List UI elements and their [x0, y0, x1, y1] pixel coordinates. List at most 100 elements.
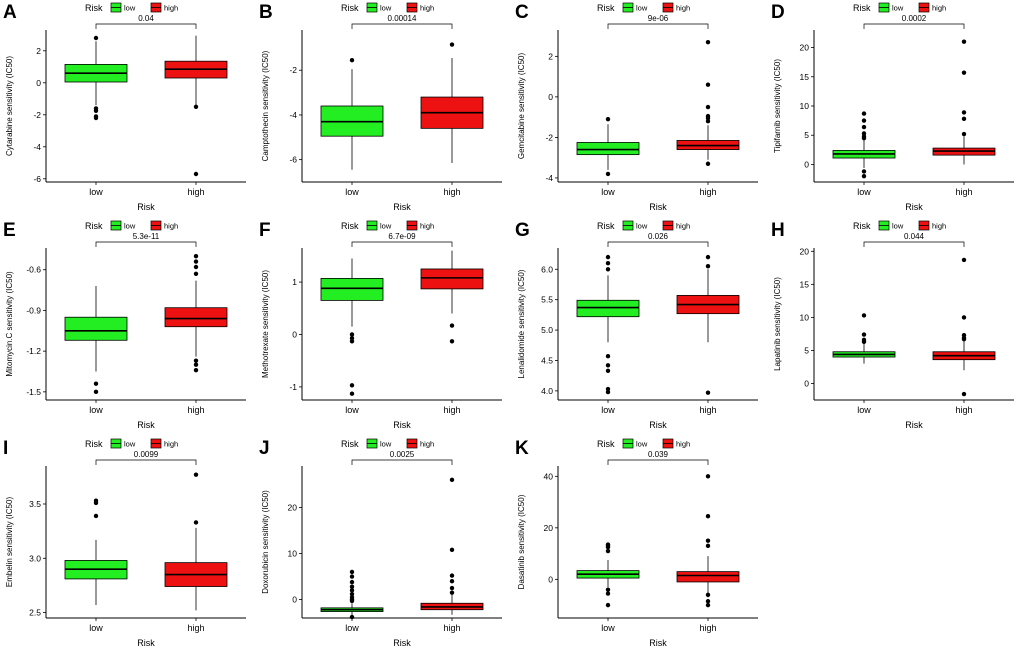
- box-low: [320, 258, 384, 396]
- outlier-point: [705, 592, 711, 598]
- outlier-point: [705, 115, 711, 121]
- legend-label-low: low: [892, 222, 904, 231]
- x-axis-label: Risk: [393, 638, 411, 648]
- y-axis-label: Lenalidomide sensitivity (IC50): [517, 269, 526, 378]
- outlier-point: [449, 477, 455, 483]
- box-iqr: [576, 142, 640, 156]
- y-tick-label: 0: [804, 159, 809, 169]
- panel-c: C Risk low high -4 -2 0 2 Gemcitabine sensitivit…: [515, 2, 758, 212]
- p-value: 0.0099: [134, 450, 159, 459]
- x-axis-label: Risk: [393, 202, 411, 212]
- legend: Risk low high: [853, 2, 946, 13]
- y-tick-label: -0.6: [26, 265, 41, 275]
- y-tick-label: -4: [33, 142, 41, 152]
- outlier-point: [961, 391, 967, 397]
- y-tick-label: 40: [544, 471, 554, 481]
- y-tick-label: 1: [292, 277, 297, 287]
- outlier-point: [193, 472, 199, 477]
- legend: Risk low high: [85, 2, 178, 13]
- panel-h: H Risk low high 0 5 10 15 20 Lapatinib sensitivit…: [771, 220, 1014, 430]
- x-axis-label: Risk: [137, 638, 155, 648]
- p-value: 5.3e-11: [133, 232, 160, 241]
- legend-label-low: low: [124, 222, 136, 231]
- outlier-point: [193, 520, 199, 525]
- outlier-point: [93, 35, 99, 41]
- y-axis-label: Tipifarnib sensitivity (IC50): [773, 59, 782, 153]
- outlier-point: [193, 259, 199, 264]
- outlier-point: [193, 171, 199, 177]
- significance-bracket: 6.7e-09: [351, 232, 453, 247]
- y-tick-label: 10: [800, 101, 810, 111]
- outlier-point: [605, 354, 611, 359]
- y-tick-label: -1: [289, 382, 297, 392]
- outlier-point: [605, 548, 611, 554]
- legend-label-high: high: [676, 440, 690, 449]
- y-tick-label: -1.5: [26, 387, 41, 397]
- bracket-line: [95, 241, 197, 247]
- legend-label-low: low: [124, 440, 136, 449]
- x-axis-label: Risk: [649, 420, 667, 430]
- x-tick-label-high: high: [699, 187, 716, 197]
- x-axis-label: Risk: [905, 202, 923, 212]
- panel-letter: F: [259, 220, 271, 241]
- panel-d: D Risk low high 0 5 10 15 20 Tipifarnib sensitivi…: [771, 2, 1014, 212]
- legend: Risk low high: [597, 220, 690, 231]
- y-axis-label: Dasatinib sensitivity (IC50): [517, 494, 526, 589]
- y-tick-label: 0: [548, 574, 553, 584]
- panel-g: G Risk low high 4.0 4.5 5.0 5.5 6.0 Lenalidomide …: [515, 220, 758, 430]
- box-low: [320, 569, 384, 620]
- y-tick-label: 5.0: [541, 325, 553, 335]
- y-tick-label: 0: [292, 595, 297, 605]
- legend-label-low: low: [636, 4, 648, 13]
- outlier-point: [705, 390, 711, 395]
- box-high: [420, 250, 484, 344]
- outlier-point: [349, 598, 355, 604]
- p-value: 0.00014: [388, 14, 417, 23]
- box-low: [832, 111, 896, 179]
- box-low: [832, 313, 896, 364]
- outlier-point: [449, 323, 455, 328]
- significance-bracket: 0.0002: [863, 14, 965, 29]
- significance-bracket: 0.00014: [351, 14, 453, 29]
- y-tick-label: 20: [544, 523, 554, 533]
- bracket-line: [863, 241, 965, 247]
- box-iqr: [320, 278, 384, 301]
- panel-letter: A: [3, 2, 17, 23]
- box-iqr: [576, 299, 640, 318]
- significance-bracket: 5.3e-11: [95, 232, 197, 247]
- box-high: [164, 35, 228, 177]
- outlier-point: [349, 591, 355, 597]
- x-tick-label-low: low: [601, 405, 615, 415]
- x-tick-label-high: high: [443, 405, 460, 415]
- outlier-point: [861, 135, 867, 141]
- outlier-point: [861, 332, 867, 337]
- x-tick-label-low: low: [345, 623, 359, 633]
- outlier-point: [861, 124, 867, 130]
- outlier-point: [705, 82, 711, 87]
- box-high: [164, 472, 228, 611]
- legend-label-low: low: [380, 4, 392, 13]
- box-high: [932, 257, 996, 397]
- y-tick-label: 5: [804, 130, 809, 140]
- x-tick-label-low: low: [89, 405, 103, 415]
- x-axis-label: Risk: [649, 638, 667, 648]
- y-tick-label: 6.0: [541, 264, 553, 274]
- outlier-point: [605, 368, 611, 374]
- legend-title: Risk: [85, 439, 103, 449]
- legend: Risk low high: [341, 438, 434, 449]
- legend-label-low: low: [636, 440, 648, 449]
- legend-label-low: low: [380, 440, 392, 449]
- outlier-point: [861, 111, 867, 116]
- legend: Risk low high: [597, 2, 690, 13]
- y-tick-label: -0.9: [26, 305, 41, 315]
- box-low: [576, 542, 640, 608]
- outlier-point: [449, 42, 455, 47]
- p-value: 6.7e-09: [388, 232, 416, 241]
- p-value: 0.039: [648, 450, 669, 459]
- outlier-point: [449, 339, 455, 344]
- x-tick-label-high: high: [187, 623, 204, 633]
- x-tick-label-high: high: [699, 405, 716, 415]
- y-tick-label: 5.5: [541, 295, 553, 305]
- x-tick-label-low: low: [601, 623, 615, 633]
- legend-label-low: low: [380, 222, 392, 231]
